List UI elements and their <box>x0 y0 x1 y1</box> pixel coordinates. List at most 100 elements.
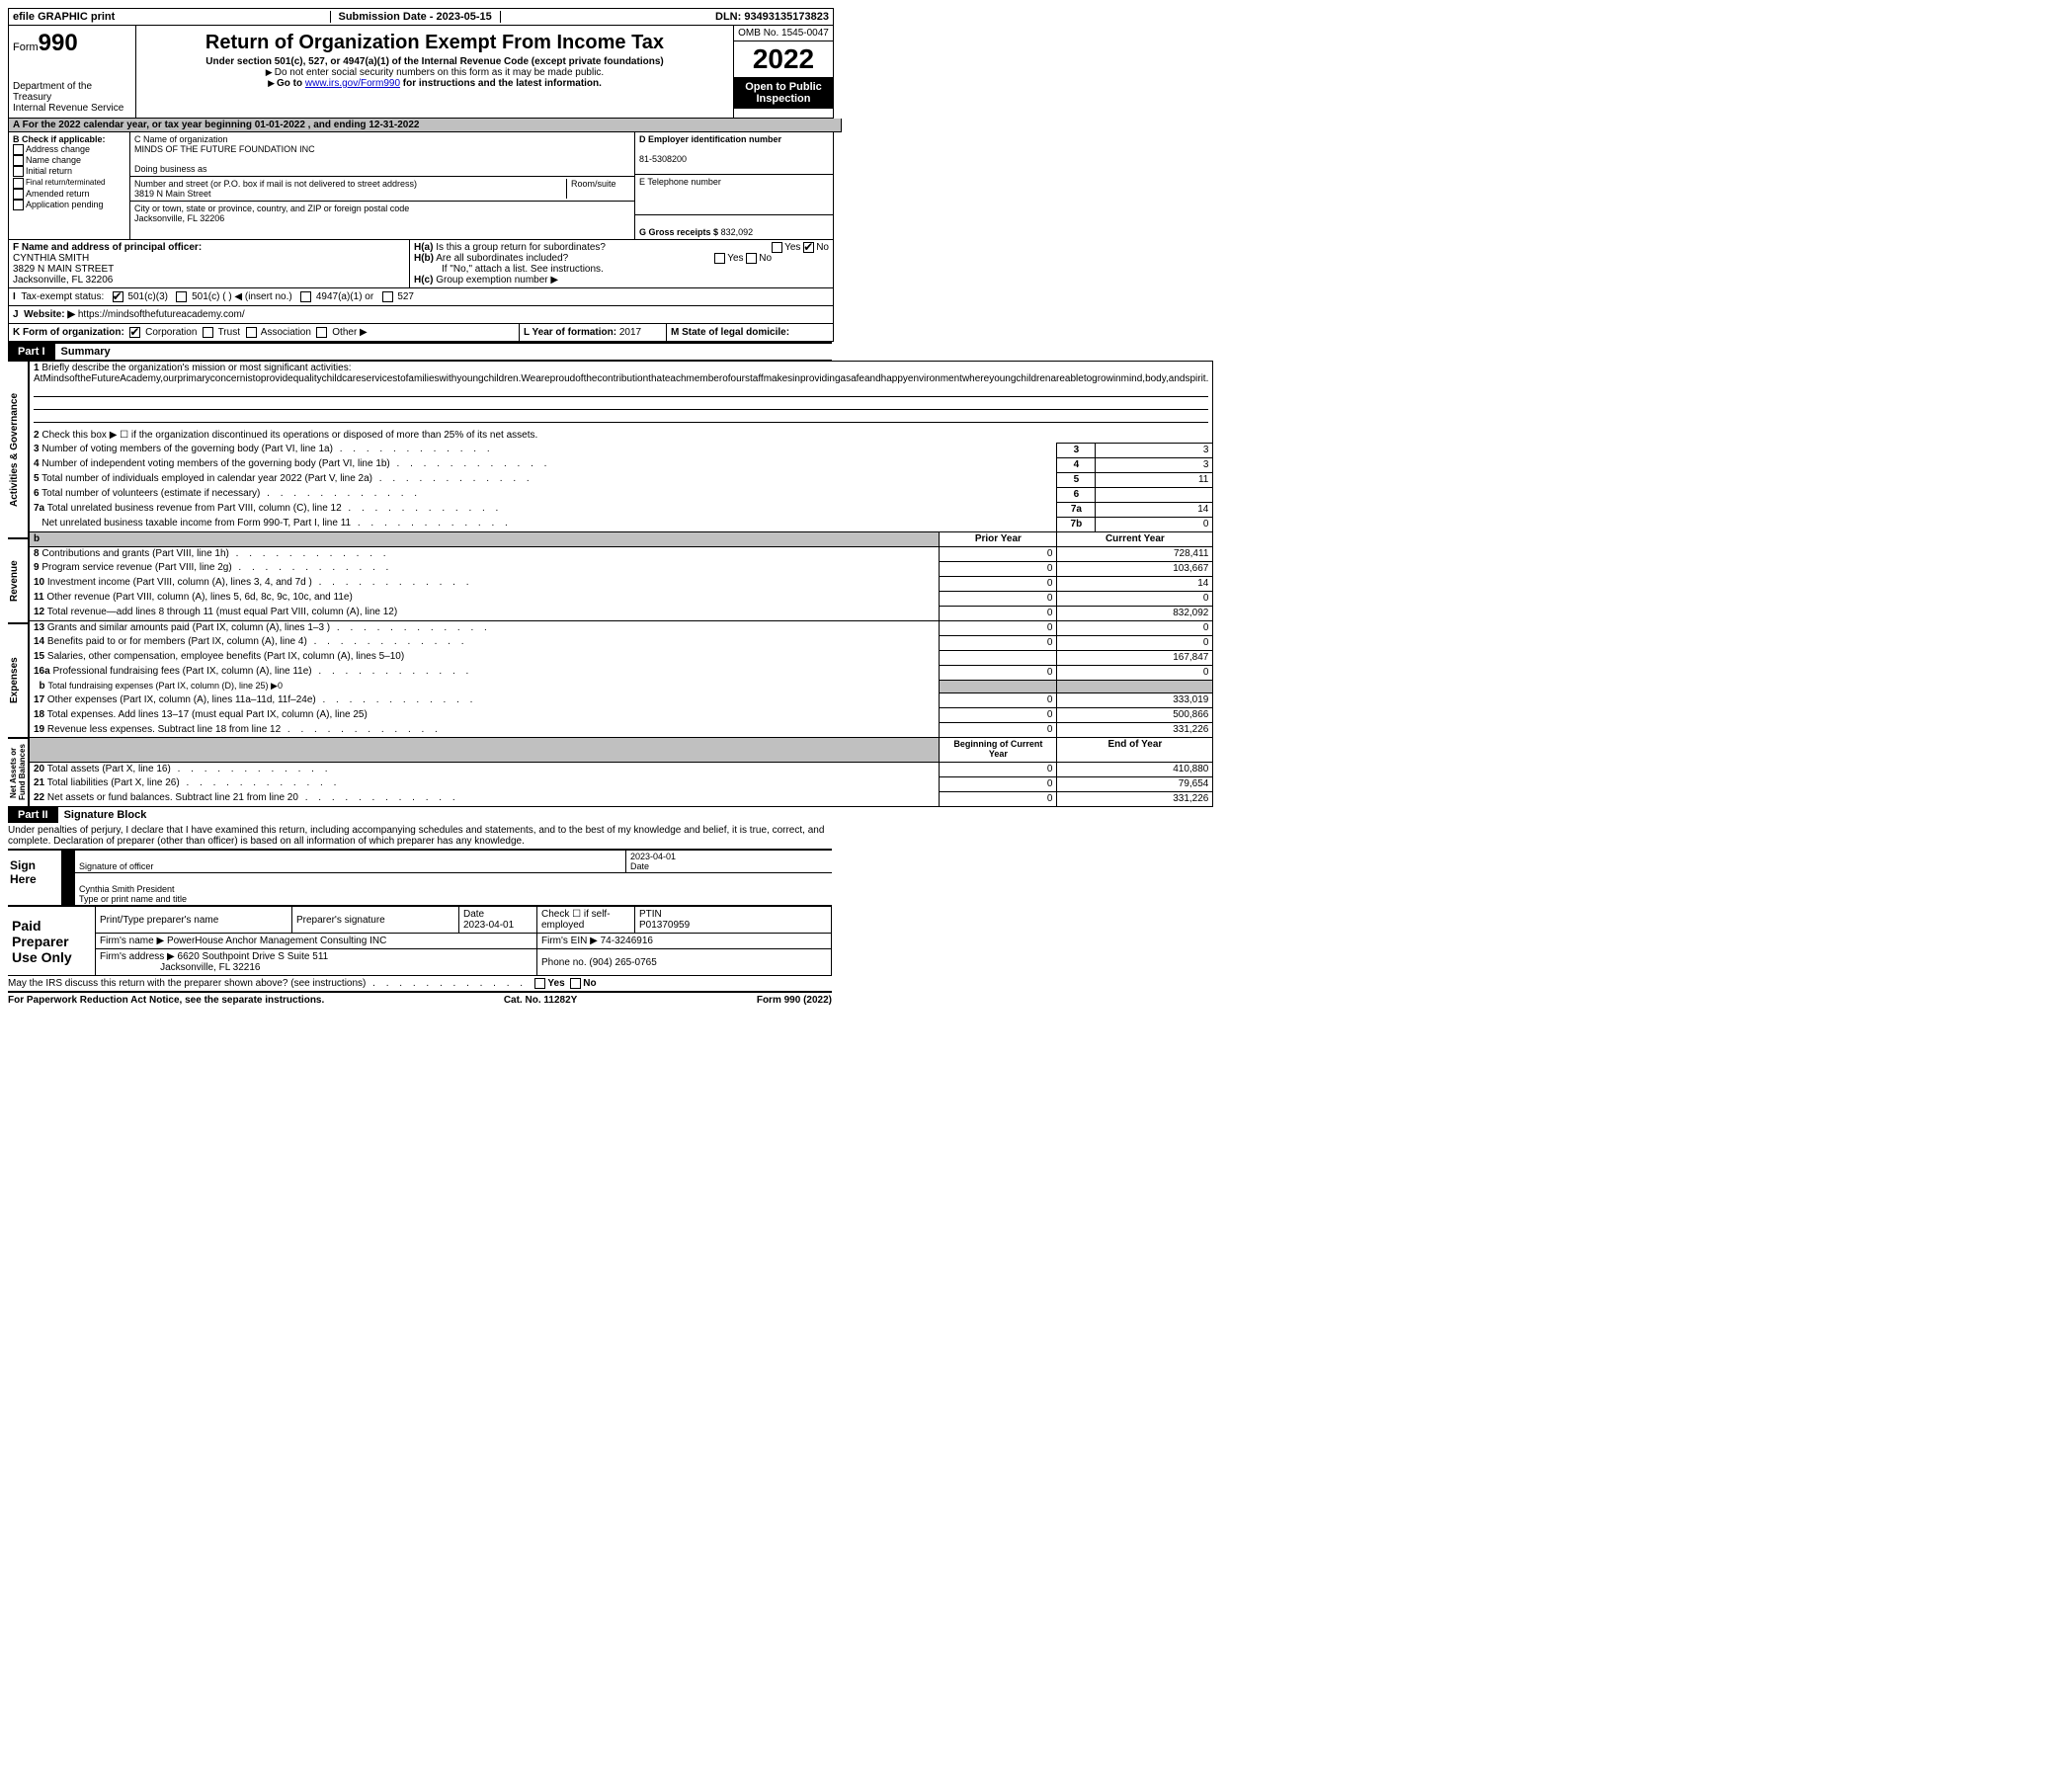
hb-no[interactable] <box>746 253 757 264</box>
gross-receipts: 832,092 <box>721 227 754 237</box>
row-5: 5 Total number of individuals employed i… <box>30 472 1213 487</box>
tax-status-label: Tax-exempt status: <box>21 291 104 302</box>
preparer-table: Paid Preparer Use Only Print/Type prepar… <box>8 906 832 976</box>
cb-label-3: Final return/terminated <box>26 178 105 187</box>
row-3: 3 Number of voting members of the govern… <box>30 443 1213 457</box>
instructions-link[interactable]: www.irs.gov/Form990 <box>305 78 400 89</box>
part2-header: Part II Signature Block <box>8 807 832 823</box>
col-b-header: B Check if applicable: <box>13 134 106 144</box>
line-a: A For the 2022 calendar year, or tax yea… <box>8 119 842 132</box>
cb-501c3[interactable] <box>113 291 123 302</box>
row-15: 15 Salaries, other compensation, employe… <box>30 650 1213 665</box>
ssn-note: Do not enter social security numbers on … <box>140 67 729 78</box>
hb-label: Are all subordinates included? <box>436 253 568 264</box>
hb-yes[interactable] <box>714 253 725 264</box>
sig-date: 2023-04-01 <box>630 852 676 861</box>
officer-label: F Name and address of principal officer: <box>13 242 202 253</box>
row-16b: b Total fundraising expenses (Part IX, c… <box>30 680 1213 693</box>
col-begin: Beginning of Current Year <box>953 739 1042 759</box>
cb-4947[interactable] <box>300 291 311 302</box>
submission-date: Submission Date - 2023-05-15 <box>330 11 501 23</box>
dept-treasury: Department of the Treasury <box>13 81 131 103</box>
row-12: 12 Total revenue—add lines 8 through 11 … <box>30 606 1213 620</box>
row-7a: 7a Total unrelated business revenue from… <box>30 502 1213 517</box>
vlabel-governance: Activities & Governance <box>8 361 29 538</box>
row-6: 6 Total number of volunteers (estimate i… <box>30 487 1213 502</box>
form-number: 990 <box>39 30 78 56</box>
ha-yes[interactable] <box>772 242 782 253</box>
prep-sig-label: Preparer's signature <box>296 915 385 926</box>
checkbox-application-pending[interactable] <box>13 200 24 210</box>
ptin: P01370959 <box>639 920 690 931</box>
row-22: 22 Net assets or fund balances. Subtract… <box>30 791 1213 806</box>
part1-title: Summary <box>55 346 111 358</box>
row-7b: Net unrelated business taxable income fr… <box>30 517 1213 531</box>
signature-block: Sign Here Signature of officer 2023-04-0… <box>8 851 832 906</box>
website-url: https://mindsofthefutureacademy.com/ <box>78 309 245 320</box>
cb-corp[interactable] <box>129 327 140 338</box>
sign-arrow-icon <box>61 851 75 905</box>
col-de: D Employer identification number 81-5308… <box>635 132 833 239</box>
sig-officer-label: Signature of officer <box>79 861 153 871</box>
mission-text: AtMindsoftheFutureAcademy,ourprimaryconc… <box>34 373 1208 384</box>
cb-527[interactable] <box>382 291 393 302</box>
checkbox-amended[interactable] <box>13 189 24 200</box>
form-ref: Form 990 (2022) <box>757 995 832 1006</box>
cb-501c[interactable] <box>176 291 187 302</box>
ein-value: 81-5308200 <box>639 154 687 164</box>
state-domicile-label: M State of legal domicile: <box>671 327 789 338</box>
row-8: 8 Contributions and grants (Part VIII, l… <box>30 546 1213 561</box>
open-inspection: Open to Public Inspection <box>734 77 833 109</box>
officer-addr1: 3829 N MAIN STREET <box>13 264 114 275</box>
form-header: Form990 Department of the Treasury Inter… <box>8 26 834 119</box>
checkbox-initial-return[interactable] <box>13 166 24 177</box>
ha-no[interactable] <box>803 242 814 253</box>
row-13: 13 Grants and similar amounts paid (Part… <box>30 620 1213 635</box>
irs-label: Internal Revenue Service <box>13 103 131 114</box>
firm-addr2: Jacksonville, FL 32216 <box>160 962 260 973</box>
checkbox-name-change[interactable] <box>13 155 24 166</box>
checkbox-final-return[interactable] <box>13 178 24 189</box>
website-label: Website: ▶ <box>24 309 75 320</box>
street-address: 3819 N Main Street <box>134 189 211 199</box>
cb-label-0: Address change <box>26 144 90 154</box>
line-a-text: A For the 2022 calendar year, or tax yea… <box>13 120 419 130</box>
row-18: 18 Total expenses. Add lines 13–17 (must… <box>30 708 1213 723</box>
checkbox-address-change[interactable] <box>13 144 24 155</box>
l1-label: Briefly describe the organization's miss… <box>41 363 351 373</box>
cb-trust[interactable] <box>203 327 213 338</box>
row-14: 14 Benefits paid to or for members (Part… <box>30 635 1213 650</box>
phone-label: E Telephone number <box>639 177 721 187</box>
cb-assoc[interactable] <box>246 327 257 338</box>
l2-text: Check this box ▶ ☐ if the organization d… <box>41 430 537 441</box>
firm-ein: 74-3246916 <box>601 936 653 946</box>
paperwork-notice: For Paperwork Reduction Act Notice, see … <box>8 995 324 1006</box>
klm-row: K Form of organization: Corporation Trus… <box>8 324 834 342</box>
omb-number: OMB No. 1545-0047 <box>734 26 833 41</box>
city-label: City or town, state or province, country… <box>134 204 409 213</box>
prep-name-label: Print/Type preparer's name <box>100 915 218 926</box>
row-19: 19 Revenue less expenses. Subtract line … <box>30 723 1213 738</box>
org-name: MINDS OF THE FUTURE FOUNDATION INC <box>134 144 315 154</box>
firm-name: PowerHouse Anchor Management Consulting … <box>167 936 386 946</box>
discuss-row: May the IRS discuss this return with the… <box>8 976 832 993</box>
col-prior: Prior Year <box>975 533 1022 544</box>
firm-addr1: 6620 Southpoint Drive S Suite 511 <box>178 951 329 962</box>
ij-block: I Tax-exempt status: 501(c)(3) 501(c) ( … <box>8 288 834 324</box>
sign-here-label: Sign Here <box>8 851 61 905</box>
discuss-yes[interactable] <box>534 978 545 989</box>
efile-label: efile GRAPHIC print <box>13 11 115 23</box>
row-11: 11 Other revenue (Part VIII, column (A),… <box>30 591 1213 606</box>
tax-year: 2022 <box>734 41 833 77</box>
cb-label-4: Amended return <box>26 189 90 199</box>
top-bar: efile GRAPHIC print Submission Date - 20… <box>8 8 834 26</box>
goto-pre: Go to <box>277 78 305 89</box>
dba-label: Doing business as <box>134 164 207 174</box>
cb-other[interactable] <box>316 327 327 338</box>
gross-label: G Gross receipts $ <box>639 227 718 237</box>
room-label: Room/suite <box>571 179 616 189</box>
discuss-no[interactable] <box>570 978 581 989</box>
year-formation: 2017 <box>619 327 641 338</box>
row-21: 21 Total liabilities (Part X, line 26)07… <box>30 776 1213 791</box>
vlabel-revenue: Revenue <box>8 538 29 623</box>
